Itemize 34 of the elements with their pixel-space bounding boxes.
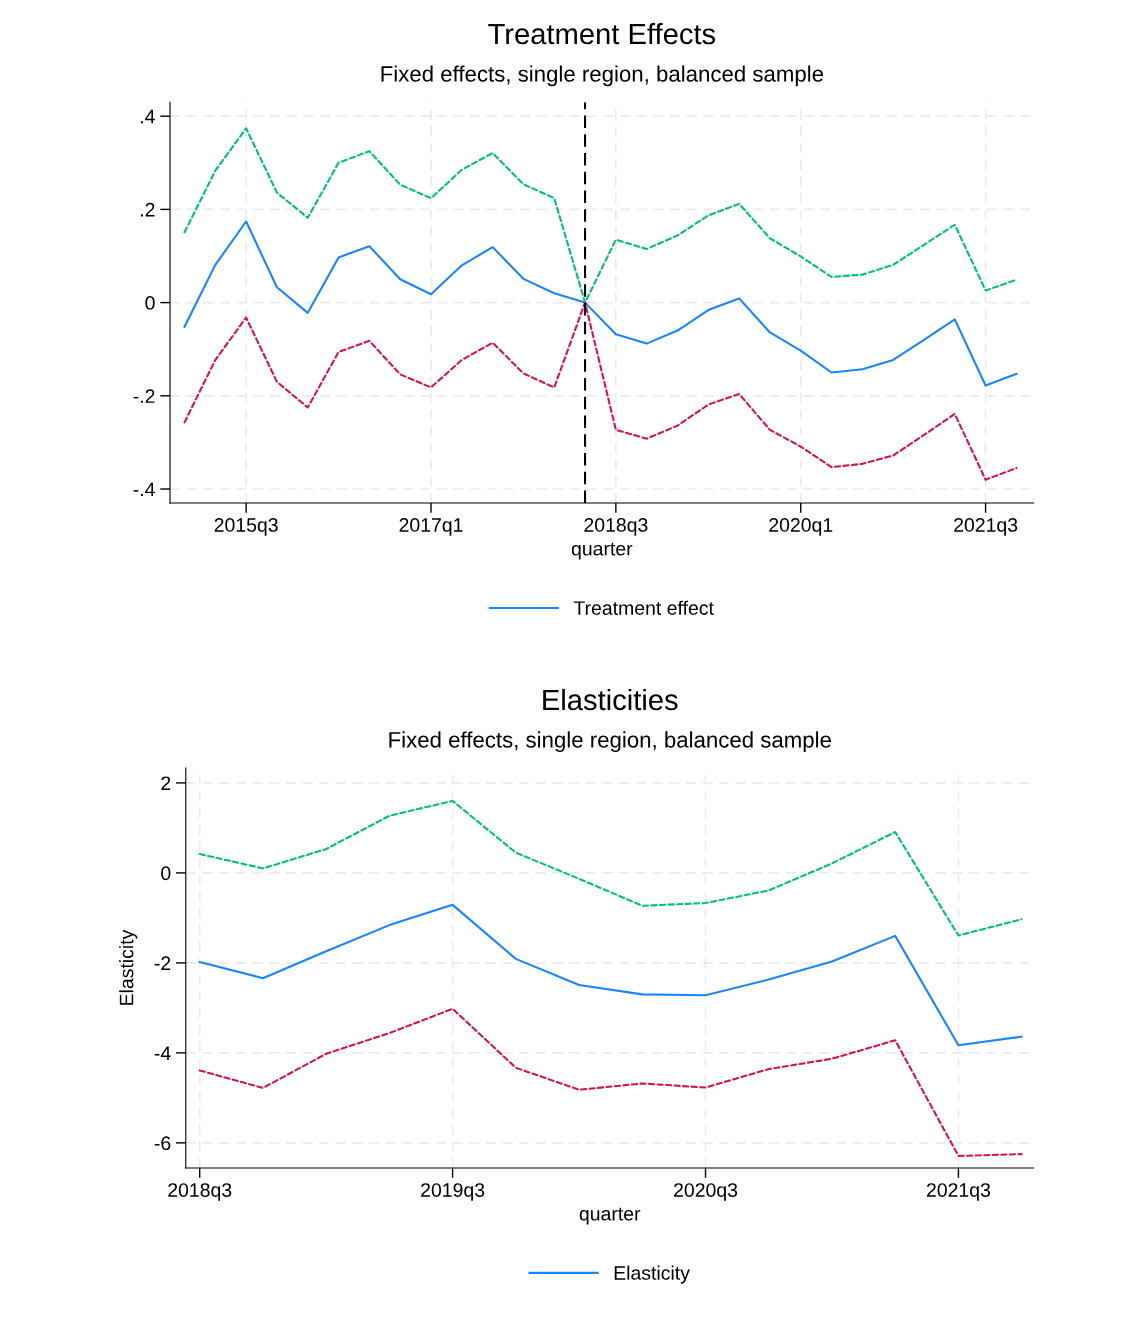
legend-label: Elasticity [614, 1265, 690, 1284]
x-tick-label: 2020q3 [674, 1183, 738, 1201]
y-tick-label: .4 [141, 109, 155, 124]
y-tick-label: 2 [161, 776, 171, 790]
y-axis-title: Elasticity [119, 929, 138, 1005]
chart-subtitle: Fixed effects, single region, balanced sample [381, 65, 824, 87]
x-tick-label: 2017q1 [399, 518, 463, 536]
x-tick-label: 2020q1 [769, 518, 833, 536]
legend-label: Treatment effect [573, 600, 714, 615]
x-axis-title: quarter [571, 542, 633, 560]
x-tick-label: 2021q3 [954, 518, 1018, 536]
x-tick-label: 2015q3 [214, 518, 278, 536]
x-tick-label: 2021q3 [926, 1183, 991, 1201]
line-series [198, 903, 1023, 1047]
line-series [183, 301, 1018, 481]
x-tick-label: 2018q3 [168, 1183, 232, 1201]
line-series [198, 799, 1023, 937]
x-tick-label: 2018q3 [584, 518, 648, 536]
y-tick-label: -.4 [133, 482, 155, 497]
line-series [183, 220, 1018, 387]
line-series [183, 127, 1018, 304]
y-tick-label: 0 [161, 866, 171, 881]
x-axis-title: quarter [579, 1207, 641, 1225]
y-tick-label: -4 [154, 1046, 171, 1060]
y-tick-label: -.2 [133, 389, 155, 403]
chart-title: Treatment Effects [488, 22, 716, 45]
y-tick-label: 0 [145, 296, 155, 310]
chart-title: Elasticities [543, 688, 678, 711]
y-tick-label: -2 [154, 956, 171, 970]
x-tick-label: 2019q3 [421, 1183, 485, 1201]
line-series [198, 1007, 1023, 1157]
chart-subtitle: Fixed effects, single region, balanced sample [389, 731, 831, 753]
y-tick-label: .2 [141, 202, 155, 217]
y-tick-label: -6 [154, 1136, 171, 1151]
